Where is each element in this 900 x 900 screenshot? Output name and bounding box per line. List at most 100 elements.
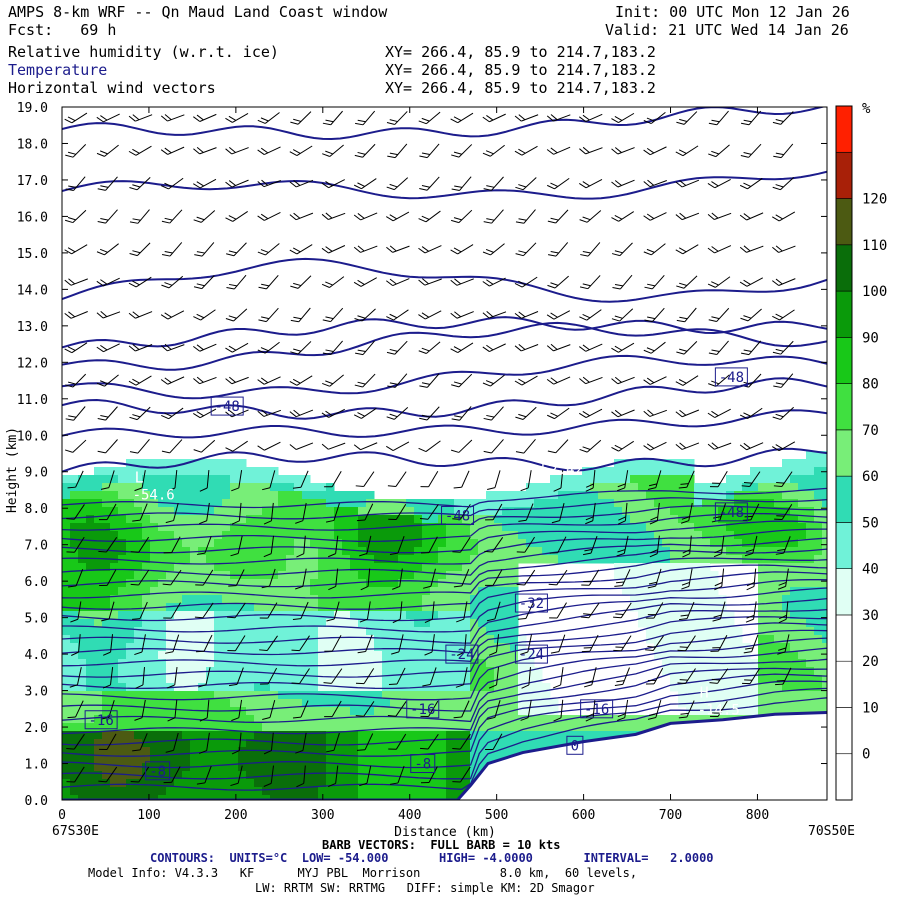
colorbar-label: 100 <box>862 284 887 300</box>
wind-barb <box>258 307 279 323</box>
wind-barb <box>258 274 279 290</box>
wind-barb <box>515 242 537 257</box>
wind-barb <box>225 210 248 222</box>
wind-barb <box>452 766 471 783</box>
wind-barb <box>161 209 183 224</box>
wind-barb <box>676 275 698 289</box>
temp-contour <box>62 622 827 690</box>
wind-barb <box>579 376 603 385</box>
wind-barb <box>129 242 151 257</box>
wind-barb <box>611 147 635 155</box>
wind-barb <box>677 668 696 684</box>
wind-barb <box>100 700 115 720</box>
temp-contour-upper <box>62 409 827 439</box>
wind-barb <box>739 245 764 253</box>
wind-barb <box>647 568 662 589</box>
wind-barb <box>547 275 569 289</box>
wind-barb <box>419 176 440 191</box>
wind-barb <box>353 245 378 253</box>
contour-label-box <box>406 699 440 719</box>
wind-barb <box>485 733 503 751</box>
wind-barb <box>68 568 84 588</box>
wind-barb <box>419 373 440 388</box>
wind-barb <box>67 470 84 489</box>
wind-barb <box>257 179 282 188</box>
temp-contour <box>62 487 827 509</box>
wind-barb <box>520 699 532 721</box>
x-tick-label: 400 <box>398 808 421 823</box>
wind-barb <box>322 144 344 157</box>
wind-barb <box>424 601 435 624</box>
wind-barb <box>482 277 506 287</box>
wind-barb <box>128 276 152 288</box>
wind-barb <box>262 470 276 491</box>
wind-barb <box>450 439 473 453</box>
extremum-value: -14.5 <box>698 703 740 719</box>
y-tick-label: 16.0 <box>17 210 48 225</box>
wind-barb <box>289 375 313 386</box>
wind-barb <box>296 765 306 788</box>
wind-barb <box>611 342 635 353</box>
wind-barb <box>359 601 371 623</box>
wind-barb <box>100 470 115 490</box>
wind-barb <box>487 700 501 720</box>
contour-label: -24 <box>449 647 474 663</box>
extremum-value: -52.42 <box>532 462 583 478</box>
contour-label-box <box>84 710 118 730</box>
y-tick-label: 2.0 <box>25 721 48 736</box>
contour-label-box <box>410 754 436 774</box>
wind-barb <box>546 114 571 122</box>
field-wind-name: Horizontal wind vectors <box>8 79 216 97</box>
wind-barb <box>225 376 249 385</box>
wind-barb <box>160 114 185 122</box>
temp-contour <box>62 637 827 712</box>
wind-barb <box>386 245 410 253</box>
wind-barb <box>321 179 345 189</box>
y-tick-label: 18.0 <box>17 137 48 152</box>
wind-barb <box>259 602 278 619</box>
wind-barb <box>707 408 731 418</box>
wind-barb <box>423 568 436 589</box>
wind-barb <box>391 634 404 655</box>
contour-label: -16 <box>88 713 113 729</box>
wind-barb <box>585 502 596 525</box>
colorbar-bin <box>835 707 853 755</box>
wind-barb <box>355 110 376 126</box>
wind-barb <box>550 634 566 654</box>
wind-barb <box>97 439 118 454</box>
wind-barb <box>161 177 184 190</box>
colorbar-bin <box>835 290 853 338</box>
wind-barb <box>64 311 88 319</box>
contour-label: -24 <box>519 647 544 663</box>
colorbar-label: 110 <box>862 238 887 254</box>
wind-barb <box>741 471 761 487</box>
wind-barb <box>549 536 567 554</box>
terrain-surface <box>62 710 827 800</box>
x-tick-label: 200 <box>224 808 247 823</box>
colorbar-label: 60 <box>862 469 879 485</box>
wind-barb <box>483 406 504 421</box>
wind-barb <box>96 311 121 319</box>
wind-barb <box>129 177 151 191</box>
wind-barb <box>707 178 731 189</box>
wind-barb <box>290 111 312 125</box>
wind-barb <box>612 274 633 290</box>
extremum-symbol: L <box>534 443 543 461</box>
wind-barb <box>739 178 763 190</box>
forecast-hour: Fcst: 69 h <box>8 21 117 39</box>
y-tick-label: 17.0 <box>17 174 48 189</box>
wind-barb <box>290 307 311 323</box>
temp-contour-upper <box>62 447 827 473</box>
wind-barb <box>389 765 405 785</box>
wind-barb <box>675 442 700 450</box>
wind-barb <box>225 409 249 418</box>
wind-barb <box>160 376 185 385</box>
wind-barb <box>355 471 375 487</box>
colorbar-bin <box>835 522 853 569</box>
wind-barb <box>549 602 567 619</box>
wind-barb <box>67 700 84 719</box>
wind-barb <box>290 341 312 355</box>
wind-barb <box>290 275 312 289</box>
wind-barb <box>742 503 760 521</box>
wind-barb <box>257 112 280 124</box>
